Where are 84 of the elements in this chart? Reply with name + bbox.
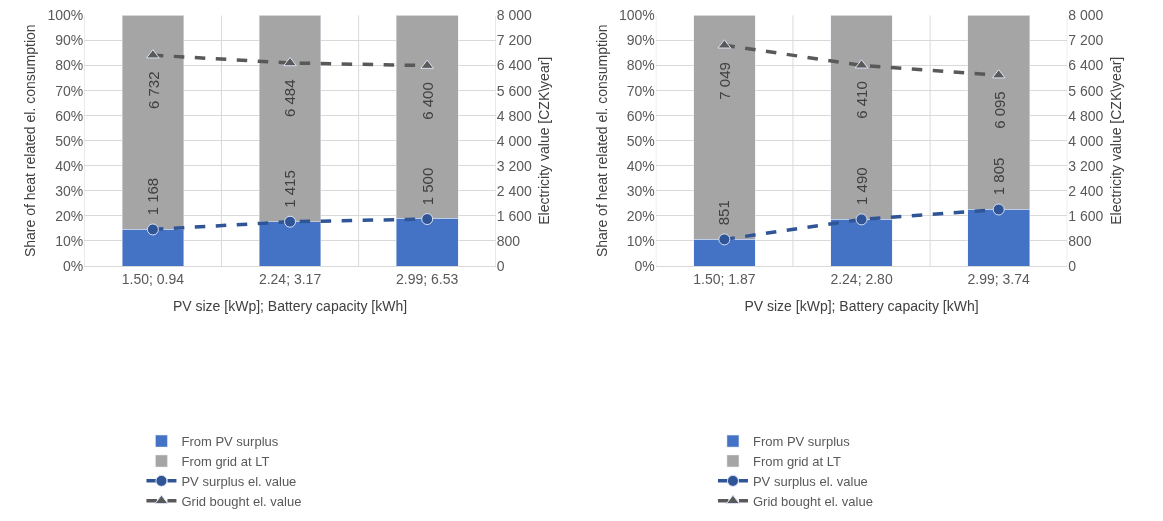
legend-label: Grid bought el. value: [181, 493, 302, 509]
data-label: 851: [715, 200, 733, 226]
y2-tick-label: 6 400: [496, 57, 533, 74]
y-tick-label: 0%: [63, 257, 84, 274]
legend-label: PV surplus el. value: [181, 473, 297, 489]
x-tick-label: 1.50; 1.87: [693, 270, 756, 287]
y-tick-label: 20%: [55, 207, 84, 224]
y-tick-label: 30%: [626, 182, 655, 199]
point: [283, 56, 297, 67]
x-tick-label: 2.99; 3.74: [967, 270, 1031, 287]
data-label: 1 500: [419, 167, 437, 206]
data-label: 7 049: [716, 62, 734, 100]
y2-tick-label: 5 600: [496, 82, 533, 99]
x-tick-label: 2.99; 6.53: [396, 270, 459, 287]
y2-tick-label: 4 800: [1068, 107, 1104, 124]
x-axis-title: PV size [kWp]; Battery capacity [kWh]: [744, 298, 979, 315]
y2-tick-label: 3 200: [496, 157, 533, 174]
y-tick-label: 100%: [618, 7, 655, 24]
y-tick-label: 60%: [55, 107, 84, 124]
y-tick-label: 10%: [626, 232, 655, 249]
y2-tick-label: 7 200: [1068, 32, 1104, 49]
legend-label: From grid at LT: [752, 454, 841, 470]
data-label: 6 484: [281, 79, 299, 117]
legend-label: From PV surplus: [752, 434, 851, 450]
x-axis-title: PV size [kWp]; Battery capacity [kWh]: [172, 298, 408, 315]
y-tick-label: 80%: [626, 57, 655, 74]
data-label: 1 168: [144, 177, 162, 216]
point: [855, 213, 868, 226]
y2-tick-label: 4 000: [496, 132, 533, 149]
y-tick-label: 80%: [55, 57, 84, 74]
y2-tick-label: 1 600: [1068, 207, 1104, 224]
y2-tick-label: 2 400: [1068, 182, 1104, 199]
y2-tick-label: 5 600: [1068, 82, 1104, 99]
y-tick-label: 40%: [55, 157, 84, 174]
y2-tick-label: 8 000: [1068, 7, 1104, 24]
y-tick-label: 40%: [626, 157, 655, 174]
y2-tick-label: 0: [1068, 257, 1077, 274]
y2-axis-title: Electricity value [CZK\year]: [536, 56, 553, 225]
y-tick-label: 60%: [626, 107, 655, 124]
x-tick-label: 2.24; 3.17: [258, 270, 322, 287]
point: [992, 203, 1005, 216]
y-tick-label: 20%: [626, 207, 655, 224]
y-tick-label: 30%: [55, 182, 84, 199]
legend-label: PV surplus el. value: [752, 473, 868, 489]
point: [421, 213, 434, 226]
legend-label: Grid bought el. value: [752, 493, 873, 509]
legend-label: From grid at LT: [181, 454, 270, 470]
y-tick-label: 10%: [55, 232, 84, 249]
y2-tick-label: 2 400: [496, 182, 533, 199]
y-tick-label: 50%: [55, 132, 84, 149]
y-tick-label: 90%: [626, 32, 655, 49]
y-axis-title: Share of heat related el. consumption: [22, 24, 39, 258]
point: [284, 215, 297, 228]
data-label: 6 410: [853, 81, 871, 119]
y-tick-label: 100%: [47, 7, 84, 24]
x-tick-label: 2.24; 2.80: [830, 270, 893, 287]
point: [146, 49, 160, 59]
y2-tick-label: 1 600: [496, 207, 533, 224]
y2-tick-label: 800: [1068, 232, 1092, 249]
y-tick-label: 70%: [626, 82, 655, 99]
data-label: 6 732: [144, 71, 162, 110]
data-label: 6 095: [990, 91, 1008, 129]
y2-tick-label: 6 400: [1068, 57, 1104, 74]
y2-tick-label: 4 000: [1068, 132, 1104, 149]
y2-tick-label: 800: [496, 232, 521, 249]
data-label: 6 400: [418, 82, 436, 120]
y2-tick-label: 0: [496, 257, 505, 274]
y2-tick-label: 8 000: [496, 7, 533, 24]
point: [146, 223, 159, 236]
data-label: 1 490: [853, 167, 871, 205]
point: [718, 233, 731, 246]
y-axis-title: Share of heat related el. consumption: [593, 24, 610, 258]
y-tick-label: 50%: [626, 132, 655, 149]
y2-tick-label: 7 200: [496, 32, 533, 49]
y2-tick-label: 4 800: [496, 107, 533, 124]
data-label: 1 805: [990, 157, 1008, 196]
y-tick-label: 0%: [634, 257, 655, 274]
data-label: 1 415: [281, 170, 299, 208]
y-tick-label: 90%: [55, 32, 84, 49]
y2-axis-title: Electricity value [CZK\year]: [1107, 56, 1124, 225]
x-tick-label: 1.50; 0.94: [121, 270, 185, 287]
legend-label: From PV surplus: [181, 434, 279, 450]
y2-tick-label: 3 200: [1068, 157, 1104, 174]
y-tick-label: 70%: [55, 82, 84, 99]
